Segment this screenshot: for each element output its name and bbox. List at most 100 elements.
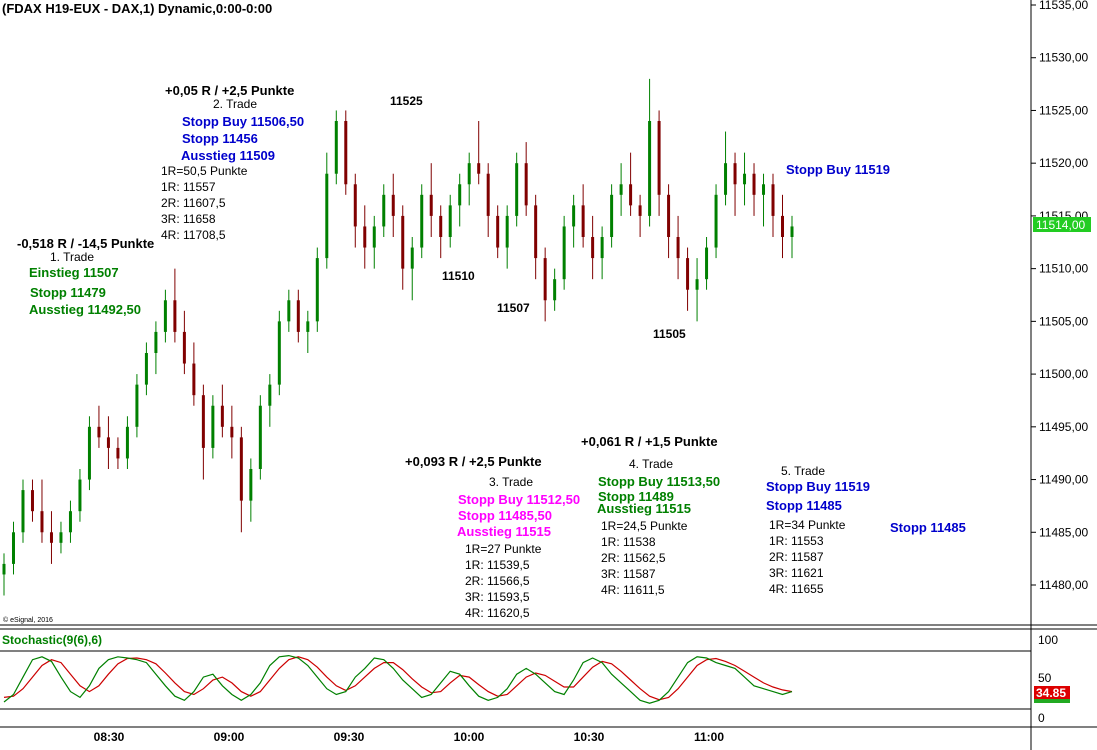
candle-body [353,184,357,227]
trade-5-name: 5. Trade [781,464,825,478]
price-axis-label: 11485,00 [1039,525,1088,539]
candle-body [87,426,91,480]
candle-body [619,184,623,195]
candle-body [762,184,766,195]
stochastic-pane: Stochastic(9(6),6) 100 50 0 34.85 [0,633,1070,725]
candle-body [733,163,737,185]
trade-5-2r: 2R: 11587 [769,550,824,564]
candle-body [78,479,82,512]
candle-body [524,163,528,206]
candle-body [629,184,633,206]
level-label-low3: 11505 [653,327,686,341]
candle-body [705,247,709,280]
candle-body [790,226,794,237]
candle-body [686,258,690,290]
candle-body [714,194,718,248]
stoch-value-bg [1034,686,1070,699]
time-axis-label: 11:00 [694,730,724,744]
trade-2-4r: 4R: 11708,5 [161,228,226,242]
candle-body [496,215,500,248]
time-axis-label: 09:30 [334,730,365,744]
candle-body [391,194,395,216]
price-axis-label: 11505,00 [1039,314,1088,328]
candle-body [154,331,158,353]
candle-body [781,215,785,237]
candle-body [306,321,310,332]
candle-body [135,384,139,427]
candle-body [534,205,538,259]
trade-3-exit: Ausstieg 11515 [457,524,551,539]
candle-body [97,426,101,438]
candle-body [49,532,53,543]
candle-body [334,121,338,174]
candle-body [163,300,167,332]
trade-4-risk: 1R=24,5 Punkte [601,519,688,533]
candle-body [581,205,585,237]
trade-2-exit: Ausstieg 11509 [181,148,275,163]
current-price-tag: 11514,00 [1033,217,1091,232]
trade-5-1r: 1R: 11553 [769,534,824,548]
candle-body [40,511,44,533]
price-axis-label: 11525,00 [1039,103,1088,117]
time-axis-label: 10:00 [454,730,485,744]
trade-3-stop-buy: Stopp Buy 11512,50 [458,492,580,507]
candle-body [410,247,414,269]
candle-body [106,437,110,448]
candle-body [144,353,148,385]
candle-body [515,163,519,216]
candle-body [401,215,405,269]
candle-body [420,194,424,248]
candle-body [325,173,329,259]
time-axis-label: 08:30 [94,730,125,744]
level-label-low2: 11507 [497,301,530,315]
stochastic-label: Stochastic(9(6),6) [2,633,102,647]
price-axis-label: 11510,00 [1039,262,1088,276]
trade-5-4r: 4R: 11655 [769,582,824,596]
stoch-current-value: 34.85 [1036,686,1066,700]
trade-3-name: 3. Trade [489,475,533,489]
trade-5-stop: Stopp 11485 [766,498,842,513]
trade-3-risk: 1R=27 Punkte [465,542,542,556]
candle-body [125,426,129,459]
trade-5-stop-buy: Stopp Buy 11519 [766,479,870,494]
candle-body [743,173,747,185]
candle-body [372,226,376,248]
price-axis-label: 11500,00 [1039,367,1088,381]
trade-1-result: -0,518 R / -14,5 Punkte [17,236,154,251]
trade-2-2r: 2R: 11607,5 [161,196,226,210]
candle-body [610,194,614,237]
trade-4-stop-buy: Stopp Buy 11513,50 [598,474,720,489]
trade-4-3r: 3R: 11587 [601,567,656,581]
trade-4-annotation: +0,061 R / +1,5 Punkte 4. Trade Stopp Bu… [581,434,720,597]
candle-body [192,363,196,396]
candle-body [201,395,205,448]
trade-3-stop: Stopp 11485,50 [458,508,552,523]
chart-title: (FDAX H19-EUX - DAX,1) Dynamic,0:00-0:00 [2,1,272,16]
level-label-high: 11525 [390,94,423,108]
copyright-text: © eSignal, 2016 [3,616,53,624]
candle-body [648,121,652,216]
candle-body [68,511,72,533]
candle-body [211,405,215,448]
trade-4-stop: Stopp 11489 [598,489,674,504]
candle-body [382,194,386,227]
trade-5-3r: 3R: 11621 [769,566,824,580]
candle-body [11,532,15,564]
candle-body [724,163,728,195]
level-label-low1: 11510 [442,269,475,283]
time-axis: 08:30 09:00 09:30 10:00 10:30 11:00 [94,730,725,744]
candle-body [543,258,547,301]
candle-body [429,194,433,216]
candle-body [591,237,595,259]
trade-1-entry: Einstieg 11507 [29,265,119,280]
side-stop-label: Stopp 11485 [890,520,966,535]
trade-4-name: 4. Trade [629,457,673,471]
candle-body [467,163,471,185]
candle-body [315,258,319,322]
trade-4-1r: 1R: 11538 [601,535,656,549]
trade-3-result: +0,093 R / +2,5 Punkte [405,454,542,469]
candle-body [21,490,25,533]
price-axis-label: 11520,00 [1039,156,1088,170]
price-candles [2,78,794,596]
